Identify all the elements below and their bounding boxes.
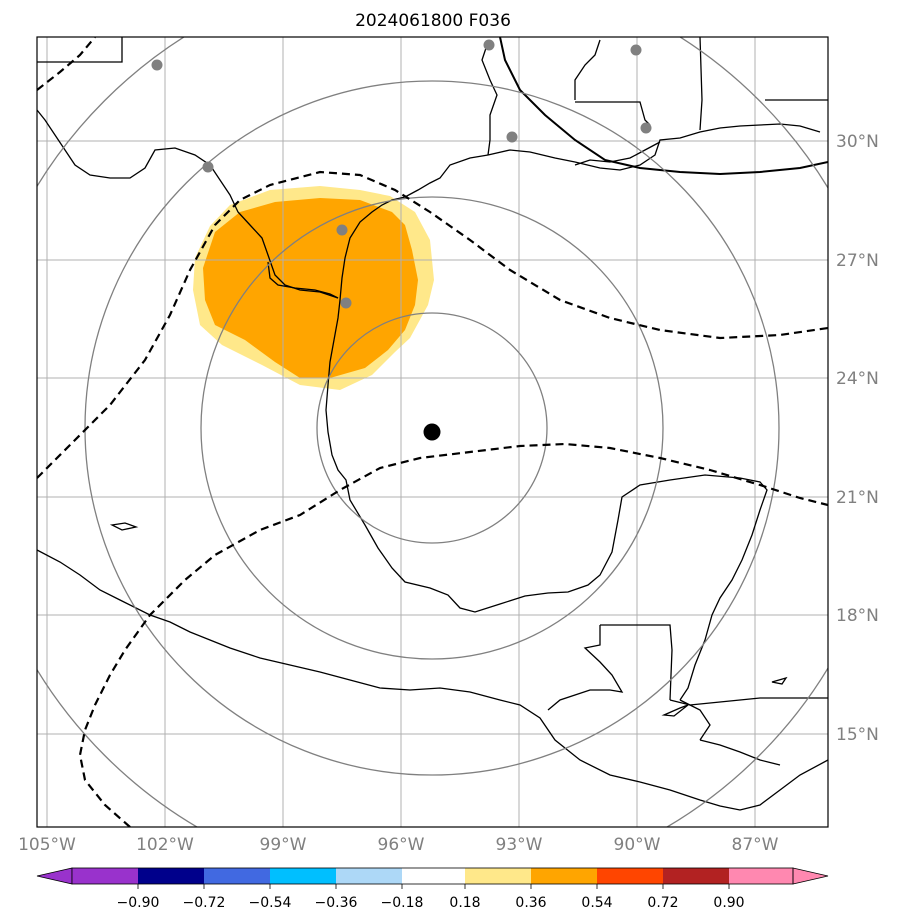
lon-label: 96°W <box>378 835 425 855</box>
station-marker <box>202 161 214 173</box>
lat-label: 21°N <box>836 488 879 508</box>
lon-label: 90°W <box>614 835 661 855</box>
range-rings <box>37 37 828 827</box>
colorbar-extend-low <box>36 867 73 885</box>
colorbar-tick-label: −0.18 <box>381 895 424 911</box>
colorbar: −0.90 −0.72 −0.54 −0.36 −0.18 0.18 0.36 … <box>36 867 829 911</box>
colorbar-tick-label: −0.72 <box>183 895 226 911</box>
station-marker <box>630 44 642 56</box>
map-title: 2024061800 F036 <box>355 11 511 31</box>
colorbar-segment <box>270 868 336 884</box>
coastlines <box>37 37 828 811</box>
lon-label: 87°W <box>732 835 779 855</box>
colorbar-segment <box>663 868 729 884</box>
colorbar-segment <box>204 868 270 884</box>
lon-label: 99°W <box>260 835 307 855</box>
station-marker <box>151 59 163 71</box>
colorbar-tick-label: 0.54 <box>581 895 612 911</box>
colorbar-segment <box>72 868 138 884</box>
colorbar-segment <box>138 868 204 884</box>
lat-label: 15°N <box>836 725 879 745</box>
lon-label: 102°W <box>136 835 194 855</box>
station-marker <box>640 122 652 134</box>
map-frame <box>36 36 829 828</box>
lat-label: 30°N <box>836 132 879 152</box>
colorbar-segment <box>336 868 402 884</box>
colorbar-segment <box>531 868 597 884</box>
colorbar-tick-label: −0.90 <box>117 895 160 911</box>
colorbar-tick-label: 0.72 <box>647 895 678 911</box>
latitude-labels: 30°N 27°N 24°N 21°N 18°N 15°N <box>836 132 879 745</box>
lon-label: 93°W <box>496 835 543 855</box>
lon-label: 105°W <box>18 835 76 855</box>
shaded-area <box>193 186 434 390</box>
graticule <box>37 37 828 827</box>
colorbar-tick-label: −0.54 <box>249 895 292 911</box>
colorbar-outline <box>71 867 794 885</box>
stations <box>151 39 652 309</box>
station-marker <box>506 131 518 143</box>
colorbar-segment <box>597 868 663 884</box>
storm-center-marker <box>423 423 441 441</box>
lat-label: 24°N <box>836 369 879 389</box>
colorbar-tick-label: 0.90 <box>713 895 744 911</box>
station-marker <box>336 224 348 236</box>
longitude-labels: 105°W 102°W 99°W 96°W 93°W 90°W 87°W <box>18 835 779 855</box>
colorbar-segment <box>465 868 531 884</box>
colorbar-segment <box>729 868 793 884</box>
colorbar-extend-high <box>792 867 829 885</box>
colorbar-ticks <box>137 884 730 889</box>
colorbar-segment <box>402 868 465 884</box>
lat-label: 18°N <box>836 606 879 626</box>
colorbar-tick-label: 0.36 <box>515 895 546 911</box>
lat-label: 27°N <box>836 251 879 271</box>
station-marker <box>340 297 352 309</box>
station-marker <box>483 39 495 51</box>
colorbar-tick-label: 0.18 <box>449 895 480 911</box>
colorbar-tick-label: −0.36 <box>315 895 358 911</box>
dashed-contours <box>37 37 828 827</box>
